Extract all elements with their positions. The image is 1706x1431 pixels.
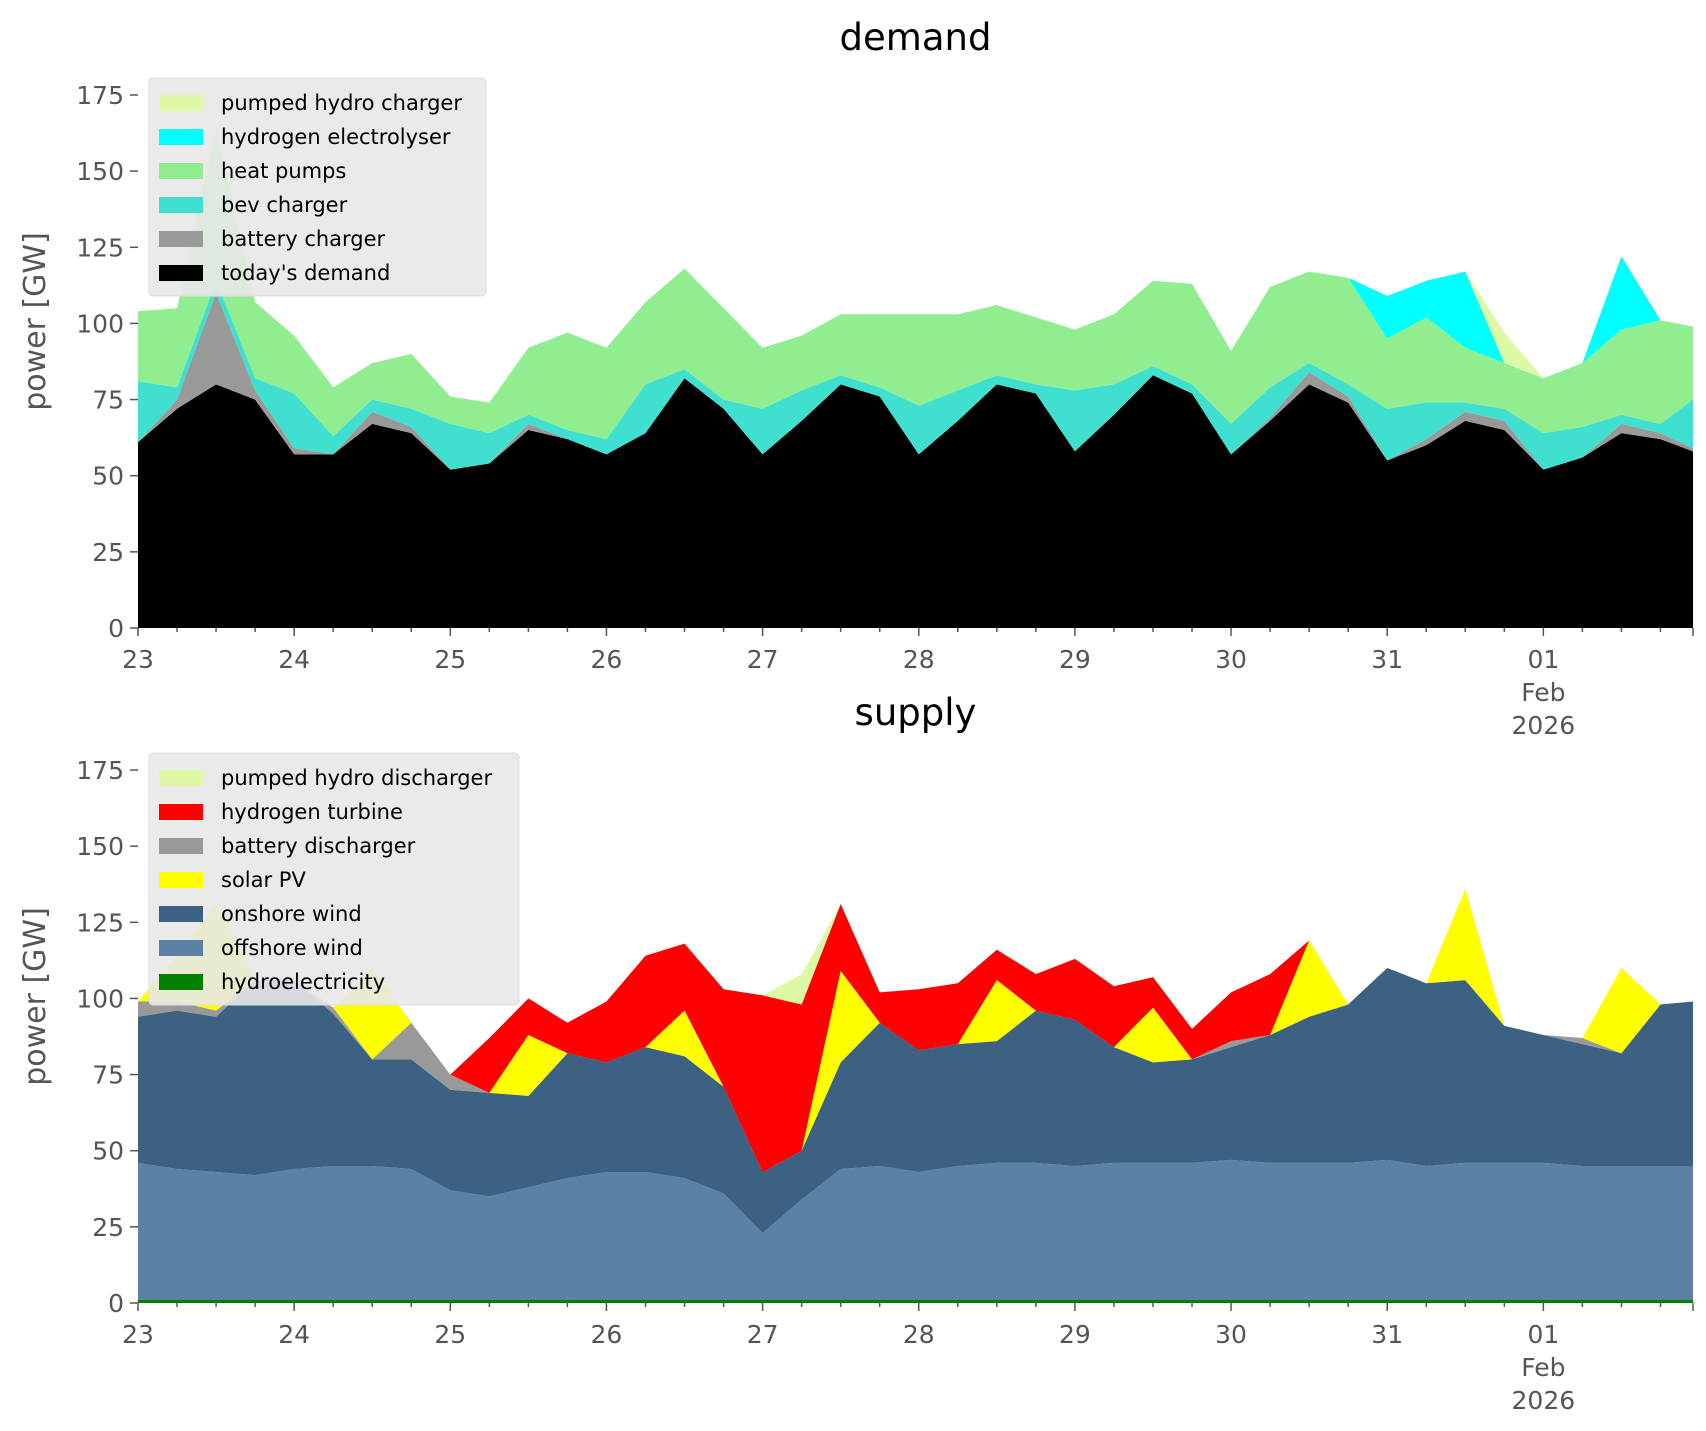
supply-y-ticks: 0 25 50 75 100 125 150 175 bbox=[76, 756, 138, 1318]
supply-legend-swatch-solar-pv bbox=[159, 872, 203, 888]
supply-y-tick-label: 175 bbox=[76, 756, 124, 785]
supply-x-tick-month-label: Feb bbox=[1521, 1353, 1565, 1382]
supply-area-onshore-wind bbox=[138, 967, 1693, 1233]
demand-title: demand bbox=[840, 16, 992, 59]
demand-x-tick-label: 29 bbox=[1059, 645, 1091, 674]
demand-y-tick-label: 25 bbox=[92, 538, 124, 567]
demand-legend-label-heat-pumps: heat pumps bbox=[221, 159, 346, 183]
supply-area-hydroelectricity bbox=[138, 1299, 1693, 1303]
supply-y-tick-label: 25 bbox=[92, 1213, 124, 1242]
demand-y-tick-label: 0 bbox=[108, 614, 124, 643]
supply-legend-label-offshore-wind: offshore wind bbox=[221, 936, 363, 960]
supply-legend-label-hydroelectricity: hydroelectricity bbox=[221, 970, 385, 994]
demand-area-today-s-demand bbox=[138, 375, 1693, 628]
supply-legend-label-solar-pv: solar PV bbox=[221, 868, 306, 892]
demand-x-tick-label: 25 bbox=[434, 645, 466, 674]
supply-x-tick-label: 29 bbox=[1059, 1320, 1091, 1349]
demand-y-tick-label: 50 bbox=[92, 462, 124, 491]
supply-x-tick-year-label: 2026 bbox=[1512, 1386, 1576, 1415]
demand-x-tick-label: 27 bbox=[747, 645, 779, 674]
demand-x-tick-label: 30 bbox=[1215, 645, 1247, 674]
demand-y-tick-label: 175 bbox=[76, 81, 124, 110]
supply-x-tick-label: 28 bbox=[903, 1320, 935, 1349]
supply-y-tick-label: 50 bbox=[92, 1137, 124, 1166]
supply-legend-swatch-pumped-hydro-discharger bbox=[159, 770, 203, 786]
demand-legend-label-bev-charger: bev charger bbox=[221, 193, 348, 217]
supply-y-axis-label: power [GW] bbox=[18, 907, 53, 1086]
demand-legend-swatch-pumped-hydro-charger bbox=[159, 95, 203, 111]
supply-title: supply bbox=[855, 691, 977, 734]
demand-legend-swatch-bev-charger bbox=[159, 197, 203, 213]
supply-x-tick-label: 26 bbox=[591, 1320, 623, 1349]
demand-x-tick-label: 01 bbox=[1527, 645, 1559, 674]
supply-legend: pumped hydro discharger hydrogen turbine b… bbox=[148, 752, 520, 1006]
demand-y-tick-label: 75 bbox=[92, 386, 124, 415]
supply-legend-label-pumped-hydro-discharger: pumped hydro discharger bbox=[221, 766, 492, 790]
demand-legend: pumped hydro charger hydrogen electrolyse… bbox=[148, 77, 487, 297]
demand-legend-swatch-heat-pumps bbox=[159, 163, 203, 179]
demand-x-tick-month-label: Feb bbox=[1521, 678, 1565, 707]
supply-x-tick-label: 27 bbox=[747, 1320, 779, 1349]
demand-y-tick-label: 150 bbox=[76, 157, 124, 186]
supply-legend-box bbox=[148, 752, 520, 1006]
supply-x-tick-label: 30 bbox=[1215, 1320, 1247, 1349]
supply-legend-swatch-onshore-wind bbox=[159, 906, 203, 922]
supply-y-tick-label: 125 bbox=[76, 908, 124, 937]
supply-y-tick-label: 150 bbox=[76, 832, 124, 861]
demand-y-ticks: 0 25 50 75 100 125 150 175 bbox=[76, 81, 138, 643]
demand-area-pumped-hydro-charger bbox=[138, 128, 1693, 403]
demand-y-tick-label: 125 bbox=[76, 233, 124, 262]
demand-legend-box bbox=[148, 77, 487, 297]
demand-legend-swatch-battery-charger bbox=[159, 231, 203, 247]
supply-x-tick-label: 01 bbox=[1527, 1320, 1559, 1349]
supply-y-tick-label: 100 bbox=[76, 984, 124, 1013]
demand-area-bev-charger bbox=[138, 280, 1693, 470]
demand-legend-label-today-s-demand: today's demand bbox=[221, 261, 390, 285]
supply-legend-label-hydrogen-turbine: hydrogen turbine bbox=[221, 800, 403, 824]
supply-areas bbox=[138, 888, 1693, 1303]
supply-x-tick-label: 23 bbox=[122, 1320, 154, 1349]
demand-legend-label-pumped-hydro-charger: pumped hydro charger bbox=[221, 91, 462, 115]
demand-areas bbox=[138, 128, 1693, 628]
supply-y-tick-label: 75 bbox=[92, 1061, 124, 1090]
demand-x-ticks: 23 24 25 26 27 28 29 30 31 01 Feb 2026 bbox=[122, 628, 1694, 740]
supply-area-solar-pv bbox=[138, 888, 1693, 1173]
demand-x-tick-label: 24 bbox=[278, 645, 310, 674]
supply-y-tick-label: 0 bbox=[108, 1289, 124, 1318]
demand-area-heat-pumps bbox=[138, 128, 1693, 440]
supply-x-tick-label: 31 bbox=[1371, 1320, 1403, 1349]
demand-legend-label-battery-charger: battery charger bbox=[221, 227, 386, 251]
supply-panel: supply power [GW] 0 25 50 75 100 125 150 175 23… bbox=[18, 691, 1694, 1415]
demand-y-axis-label: power [GW] bbox=[18, 232, 53, 411]
supply-area-hydrogen-turbine bbox=[138, 888, 1693, 1173]
demand-legend-swatch-hydrogen-electrolyser bbox=[159, 129, 203, 145]
demand-x-tick-label: 23 bbox=[122, 645, 154, 674]
supply-legend-swatch-hydrogen-turbine bbox=[159, 804, 203, 820]
supply-x-ticks: 23 24 25 26 27 28 29 30 31 01 Feb 2026 bbox=[122, 1303, 1694, 1415]
supply-legend-label-onshore-wind: onshore wind bbox=[221, 902, 362, 926]
demand-x-tick-label: 28 bbox=[903, 645, 935, 674]
demand-x-tick-label: 31 bbox=[1371, 645, 1403, 674]
demand-area-battery-charger bbox=[138, 292, 1693, 470]
demand-x-tick-year-label: 2026 bbox=[1512, 711, 1576, 740]
supply-area-offshore-wind bbox=[138, 1159, 1693, 1300]
supply-legend-swatch-battery-discharger bbox=[159, 838, 203, 854]
demand-panel: demand power [GW] 0 25 50 75 100 125 150 175 23… bbox=[18, 16, 1694, 740]
supply-legend-swatch-hydroelectricity bbox=[159, 974, 203, 990]
supply-legend-swatch-offshore-wind bbox=[159, 940, 203, 956]
supply-x-tick-label: 24 bbox=[278, 1320, 310, 1349]
supply-x-tick-label: 25 bbox=[434, 1320, 466, 1349]
supply-legend-label-battery-discharger: battery discharger bbox=[221, 834, 416, 858]
demand-x-tick-label: 26 bbox=[591, 645, 623, 674]
demand-legend-label-hydrogen-electrolyser: hydrogen electrolyser bbox=[221, 125, 451, 149]
demand-legend-swatch-today-s-demand bbox=[159, 265, 203, 281]
demand-y-tick-label: 100 bbox=[76, 309, 124, 338]
